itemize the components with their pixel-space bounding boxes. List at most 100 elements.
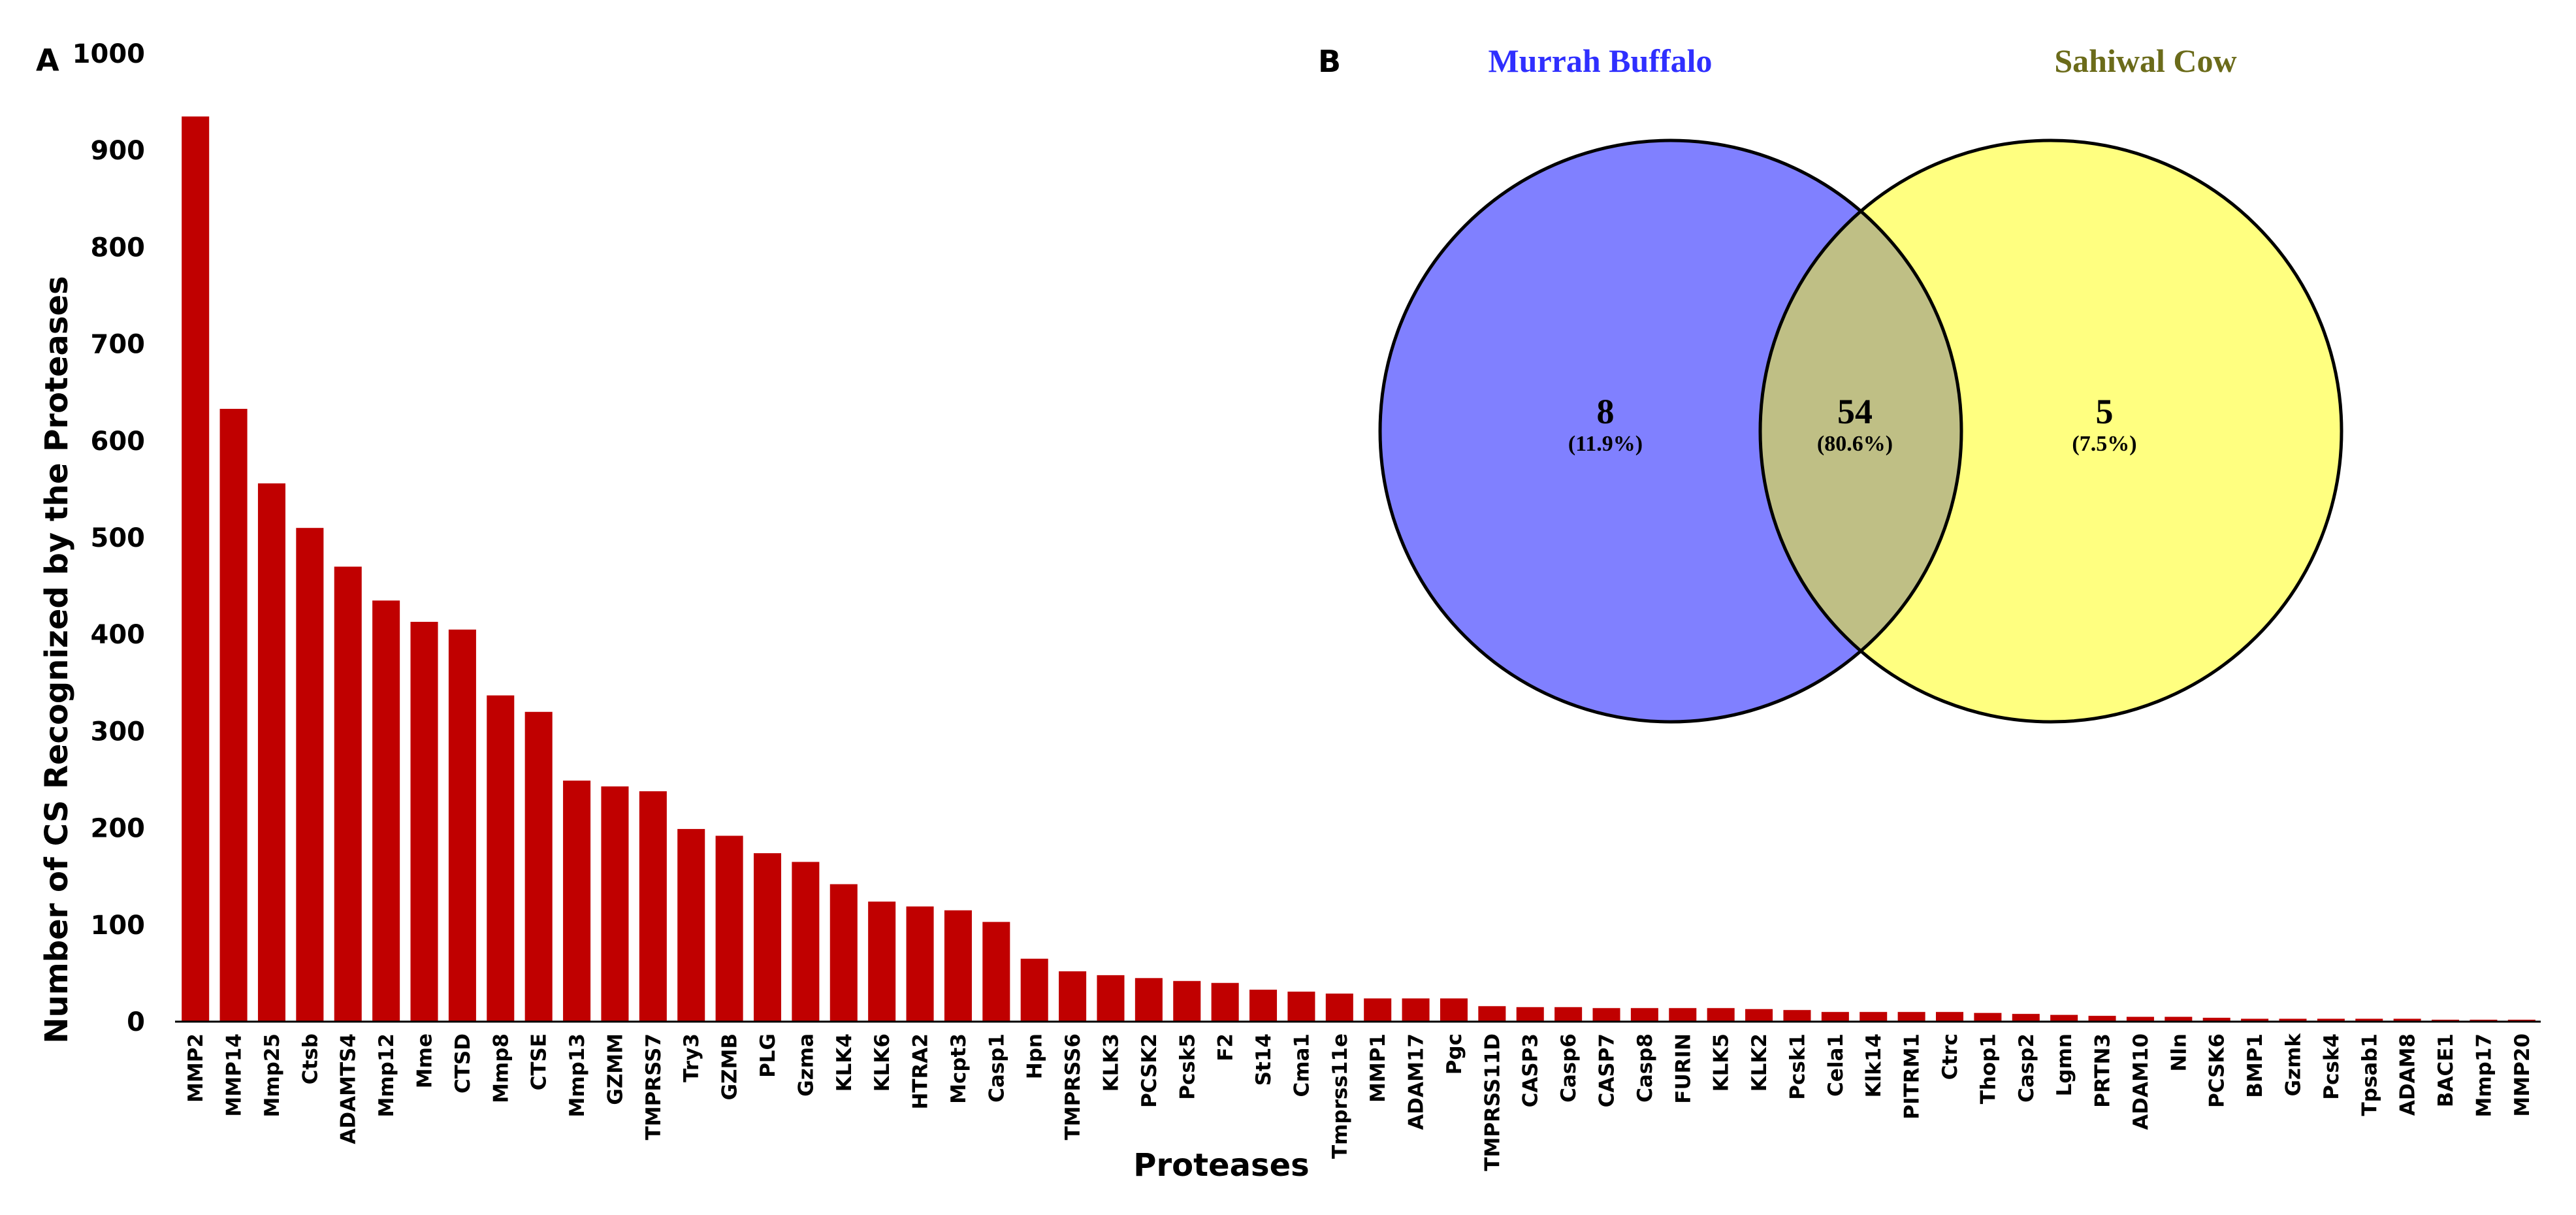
venn-circle-murrah-buffalo-outline (1378, 138, 1963, 724)
bar-nln (2165, 1016, 2193, 1022)
x-tick-label: MMP14 (223, 1033, 246, 1117)
bar-ctrc (1935, 1012, 1964, 1022)
bar-klk5 (1707, 1008, 1735, 1022)
bar-casp6 (1554, 1007, 1583, 1022)
x-tick-label: TMPRSS7 (642, 1033, 666, 1140)
x-tick-label: ADAM8 (2396, 1033, 2420, 1116)
y-tick-label: 500 (91, 523, 146, 553)
x-tick-label: TMPRSS6 (1061, 1033, 1085, 1140)
bar-lgmn (2050, 1014, 2078, 1022)
x-tick-label: Mmp12 (375, 1033, 398, 1117)
x-tick-label: Mmp13 (566, 1033, 589, 1117)
bar-klk3 (1097, 975, 1125, 1022)
x-tick-label: Cma1 (1290, 1033, 1313, 1097)
bar-tpsab1 (2355, 1018, 2383, 1022)
x-tick-label: PLG (756, 1033, 780, 1078)
x-tick-label: ADAM17 (1405, 1033, 1428, 1130)
bar-mmp14 (219, 408, 248, 1022)
x-tick-label: PITRM1 (1901, 1033, 1924, 1120)
x-tick-label: Pcsk1 (1786, 1033, 1809, 1100)
x-tick-label: Ctsb (298, 1033, 322, 1084)
bar-bmp1 (2241, 1018, 2269, 1022)
bar-casp8 (1630, 1008, 1658, 1022)
x-tick-label: Casp6 (1557, 1033, 1581, 1103)
panel-b-label: B (1318, 44, 1341, 79)
x-tick-label: Ctrc (1939, 1033, 1962, 1080)
x-tick-label: Mmp8 (489, 1033, 513, 1103)
panel-a-label: A (36, 42, 59, 78)
bar-casp2 (2012, 1014, 2040, 1022)
bar-plg (753, 853, 782, 1022)
y-tick-label: 900 (91, 136, 146, 166)
x-tick-label: Mmp17 (2472, 1033, 2496, 1117)
x-tick-label: CASP7 (1596, 1033, 1619, 1107)
bar-klk14 (1860, 1012, 1888, 1022)
bar-thop1 (1974, 1012, 2002, 1022)
bar-klk2 (1745, 1009, 1773, 1022)
x-tick-label: Gzmk (2281, 1033, 2305, 1097)
bar-pitrm1 (1897, 1012, 1925, 1022)
bar-tmprss6 (1059, 971, 1087, 1022)
bar-casp3 (1516, 1007, 1544, 1022)
bar-gzmb (715, 835, 743, 1022)
y-tick-label: 300 (91, 717, 146, 747)
venn-set-title-murrah-buffalo: Murrah Buffalo (1488, 42, 1712, 79)
bar-prtn3 (2088, 1016, 2116, 1022)
bar-chart-panel: A Number of CS Recognized by the Proteas… (36, 39, 2541, 1184)
x-tick-label: CTSE (528, 1033, 551, 1090)
x-tick-label: ADAMTS4 (337, 1033, 361, 1144)
x-tick-label: Casp2 (2015, 1033, 2038, 1103)
x-tick-label: FURIN (1671, 1033, 1695, 1104)
x-tick-label: MMP2 (184, 1033, 208, 1103)
x-tick-label: Mmp25 (261, 1033, 284, 1117)
y-axis-ticks: 0 100 200 300 400 500 600 700 800 900 1000 (72, 39, 145, 1037)
bar-tmprss11e (1325, 994, 1353, 1022)
bar-htra2 (906, 906, 934, 1022)
x-tick-label: St14 (1252, 1033, 1276, 1086)
bar-cela1 (1821, 1012, 1849, 1022)
x-tick-label: KLK4 (833, 1033, 856, 1092)
bar-pcsk6 (2202, 1018, 2230, 1022)
y-tick-label: 1000 (72, 39, 145, 69)
x-tick-label: GZMM (604, 1033, 627, 1105)
bar-mcpt3 (944, 910, 972, 1022)
venn-set-title-sahiwal-cow: Sahiwal Cow (2054, 42, 2236, 79)
bar-mmp2 (182, 116, 210, 1022)
y-tick-label: 200 (91, 814, 146, 844)
x-tick-label: Lgmn (2053, 1033, 2076, 1096)
x-tick-label: KLK2 (1748, 1033, 1771, 1092)
bar-casp1 (982, 922, 1010, 1022)
x-tick-label: Pgc (1443, 1033, 1466, 1075)
y-tick-label: 400 (91, 620, 146, 650)
bar-tmprss7 (639, 791, 667, 1022)
x-tick-label: BMP1 (2244, 1033, 2267, 1098)
bar-adamts4 (334, 566, 362, 1022)
x-tick-label: Tpsab1 (2358, 1033, 2381, 1116)
x-tick-label: Cela1 (1824, 1033, 1848, 1097)
x-tick-label: Mme (413, 1033, 437, 1088)
bar-tmprss11d (1478, 1006, 1506, 1022)
x-tick-label: Tmprss11e (1328, 1033, 1352, 1159)
y-tick-label: 600 (91, 427, 146, 457)
bar-pcsk1 (1783, 1010, 1811, 1022)
bars (182, 116, 2536, 1022)
x-tick-label: CASP3 (1519, 1033, 1543, 1107)
y-tick-label: 700 (91, 330, 146, 360)
bar-pcsk4 (2317, 1018, 2345, 1022)
x-axis-ticks: MMP2 MMP14 Mmp25 Ctsb ADAMTS4 Mmp12 Mme CTSD Mmp… (184, 1033, 2534, 1171)
bar-mmp8 (487, 695, 515, 1022)
x-tick-label: PCSK6 (2206, 1033, 2229, 1108)
x-tick-label: Thop1 (1976, 1033, 2000, 1104)
bar-klk4 (829, 884, 858, 1022)
venn-percent-buffalo-only: (11.9%) (1568, 432, 1643, 456)
bar-gzma (792, 862, 820, 1022)
x-tick-label: MMP1 (1366, 1033, 1390, 1103)
bar-ctsd (448, 629, 476, 1022)
x-tick-label: TMPRSS11D (1481, 1033, 1504, 1171)
x-tick-label: Casp8 (1634, 1033, 1657, 1103)
y-tick-label: 100 (91, 911, 146, 941)
y-tick-label: 800 (91, 233, 146, 263)
venn-overlap-region (1760, 140, 1961, 722)
bar-pcsk2 (1135, 978, 1163, 1022)
x-tick-label: MMP20 (2511, 1033, 2534, 1117)
